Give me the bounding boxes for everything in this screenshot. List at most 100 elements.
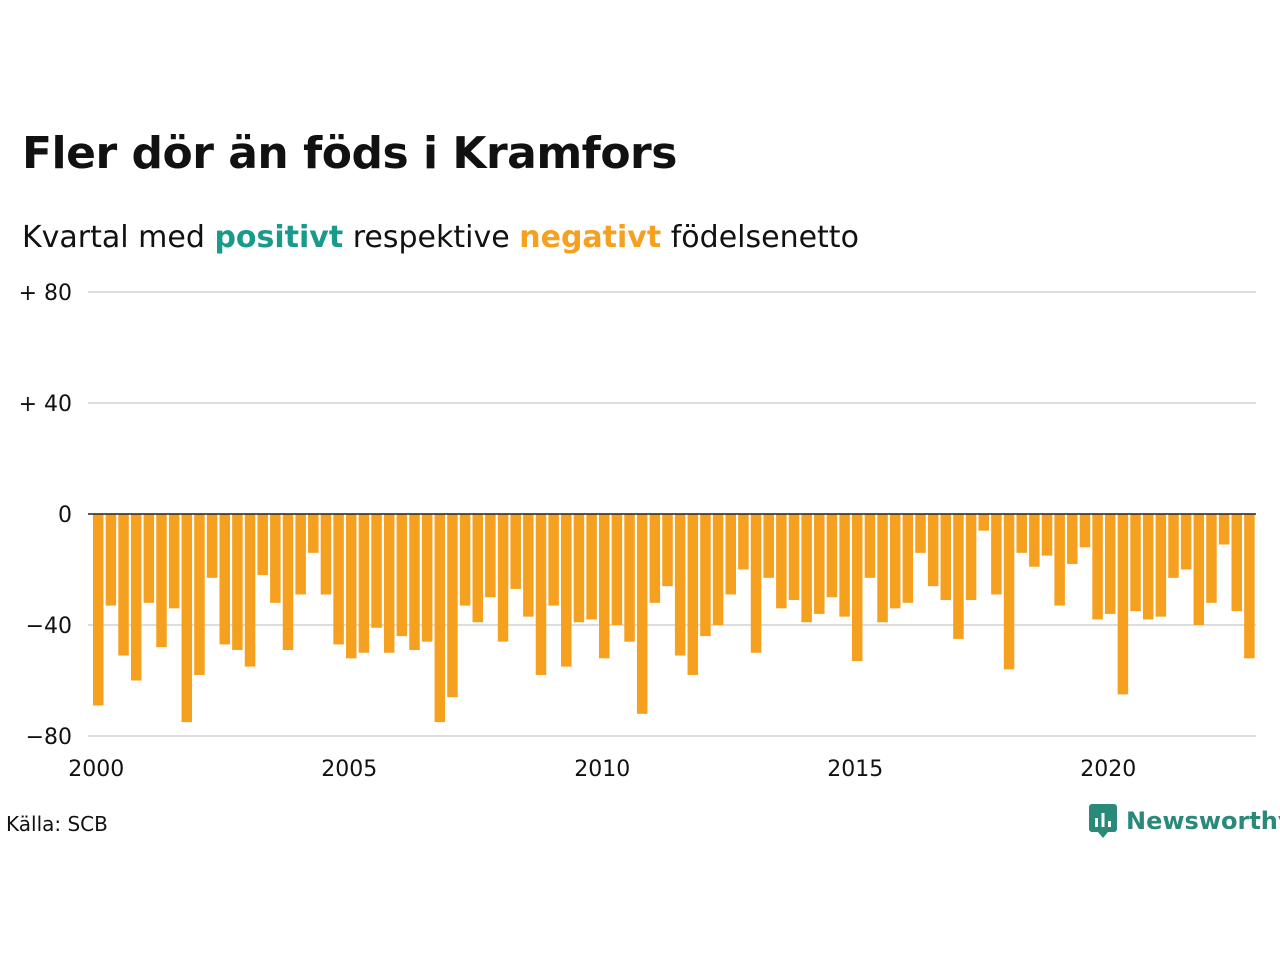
bar [788, 514, 800, 601]
bar [915, 514, 926, 553]
bar [346, 514, 357, 659]
bar [206, 514, 218, 578]
bar [889, 514, 901, 609]
bar [1193, 514, 1205, 625]
newsworthy-icon [1089, 804, 1117, 838]
bar [687, 514, 699, 675]
bar [1079, 514, 1091, 548]
bar [1155, 514, 1167, 617]
bar [358, 514, 370, 653]
subtitle-negative: negativt [519, 220, 662, 255]
bar [662, 514, 673, 587]
bar [750, 514, 762, 653]
bar [611, 514, 623, 625]
bar [447, 514, 458, 698]
bar [586, 514, 597, 620]
bar [244, 514, 256, 667]
chart-title: Fler dör än föds i Kramfors [22, 128, 677, 179]
subtitle-pre: Kvartal med [22, 220, 205, 255]
bar [864, 514, 876, 578]
bar [181, 514, 193, 723]
bar [826, 514, 838, 598]
x-tick-label: 2015 [827, 757, 883, 782]
bar [459, 514, 471, 606]
bar [308, 514, 319, 553]
brand-name: Newsworthy [1126, 807, 1280, 835]
bar [168, 514, 180, 609]
bar [396, 514, 408, 637]
bar [1142, 514, 1154, 620]
bar [156, 514, 167, 648]
y-tick-label: 0 [58, 503, 72, 528]
bar [674, 514, 686, 656]
x-tick-label: 2020 [1080, 757, 1136, 782]
bar [371, 514, 382, 628]
bar [497, 514, 509, 642]
bar [1041, 514, 1053, 556]
bar [1067, 514, 1078, 564]
bar [573, 514, 585, 623]
bar [93, 514, 104, 706]
bar [965, 514, 977, 601]
bar [1206, 514, 1217, 603]
bar [523, 514, 534, 617]
subtitle-middle: respektive [352, 220, 510, 255]
bar [118, 514, 129, 656]
bar [902, 514, 914, 603]
bar-chart: + 80 + 40 0 −40 −80 2000 2005 2010 2015 2020 [19, 281, 1256, 782]
y-axis-labels: + 80 + 40 0 −40 −80 [19, 281, 72, 750]
bar [599, 514, 610, 659]
bar [1029, 514, 1040, 567]
bar [1244, 514, 1255, 659]
y-tick-label: −80 [26, 725, 72, 750]
bar [839, 514, 850, 617]
x-tick-label: 2000 [68, 757, 124, 782]
bar [1054, 514, 1065, 606]
bar [561, 514, 572, 667]
bar [130, 514, 142, 681]
bar [927, 514, 939, 587]
bar [1130, 514, 1141, 612]
bar [383, 514, 395, 653]
y-tick-label: −40 [26, 614, 72, 639]
bar [320, 514, 332, 595]
bar [700, 514, 711, 637]
source-note: Källa: SCB [6, 812, 108, 836]
bar [1218, 514, 1230, 545]
x-axis-labels: 2000 2005 2010 2015 2020 [68, 757, 1136, 782]
bar [725, 514, 736, 595]
y-tick-label: + 80 [19, 281, 72, 306]
bar [270, 514, 281, 603]
bar [434, 514, 446, 723]
bar [485, 514, 496, 598]
bar [295, 514, 306, 595]
brand-logo: Newsworthy [1088, 803, 1280, 839]
bar [257, 514, 268, 576]
bar [510, 514, 521, 589]
bar [282, 514, 294, 650]
x-tick-label: 2005 [321, 757, 377, 782]
bar [1092, 514, 1103, 620]
bar [219, 514, 230, 645]
grid-layer [88, 291, 1256, 737]
subtitle-post: födelsenetto [670, 220, 859, 255]
bar [1003, 514, 1015, 670]
bar [1016, 514, 1027, 553]
bar [991, 514, 1002, 595]
chart-subtitle: Kvartal med positivt respektive negativt… [22, 220, 859, 255]
bar [738, 514, 749, 570]
bar [636, 514, 648, 714]
bar [1180, 514, 1192, 570]
bar [1117, 514, 1129, 695]
bar [763, 514, 774, 578]
bar [194, 514, 205, 675]
bar [535, 514, 547, 675]
bar [801, 514, 812, 623]
bar [421, 514, 433, 642]
bar [712, 514, 724, 625]
bar [978, 514, 989, 531]
bar [776, 514, 787, 609]
bar [1105, 514, 1116, 614]
bar [143, 514, 155, 603]
bars-layer [93, 514, 1255, 723]
